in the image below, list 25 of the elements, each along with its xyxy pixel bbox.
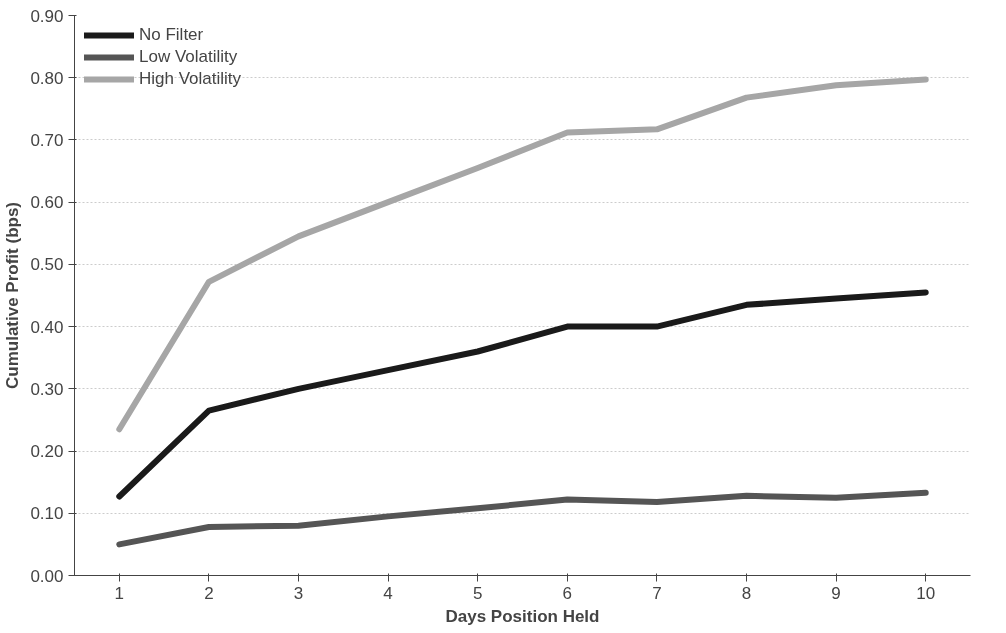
legend-label: No Filter bbox=[139, 25, 204, 45]
x-tick-label: 7 bbox=[652, 583, 662, 603]
x-tick-label: 1 bbox=[114, 583, 125, 603]
x-tick-label: 10 bbox=[916, 583, 936, 603]
x-tick-label: 8 bbox=[741, 583, 752, 603]
legend-label: High Volatility bbox=[139, 69, 242, 89]
x-tick-label: 2 bbox=[204, 583, 214, 603]
y-tick-label: 0.60 bbox=[30, 193, 64, 213]
y-tick-label: 0.70 bbox=[30, 130, 64, 150]
legend-label: Low Volatility bbox=[139, 47, 238, 67]
y-tick-label: 0.90 bbox=[30, 6, 64, 26]
y-axis-title: Cumulative Profit (bps) bbox=[3, 201, 23, 389]
x-tick-label: 4 bbox=[383, 583, 393, 603]
y-tick-label: 0.50 bbox=[30, 255, 64, 275]
y-tick-label: 0.20 bbox=[30, 442, 64, 462]
x-tick-label: 5 bbox=[472, 583, 483, 603]
y-tick-label: 0.10 bbox=[30, 504, 64, 524]
y-tick-label: 0.00 bbox=[30, 566, 64, 586]
y-tick-label: 0.40 bbox=[30, 317, 64, 337]
y-tick-label: 0.30 bbox=[30, 379, 64, 399]
x-tick-label: 9 bbox=[831, 583, 841, 603]
x-tick-label: 3 bbox=[293, 583, 304, 603]
x-axis-title: Days Position Held bbox=[445, 606, 600, 626]
y-tick-label: 0.80 bbox=[30, 68, 64, 88]
x-tick-label: 6 bbox=[562, 583, 573, 603]
